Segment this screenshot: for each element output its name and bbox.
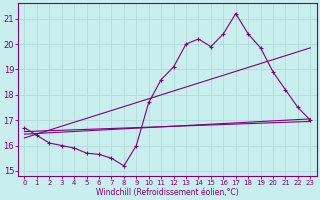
X-axis label: Windchill (Refroidissement éolien,°C): Windchill (Refroidissement éolien,°C) [96,188,239,197]
